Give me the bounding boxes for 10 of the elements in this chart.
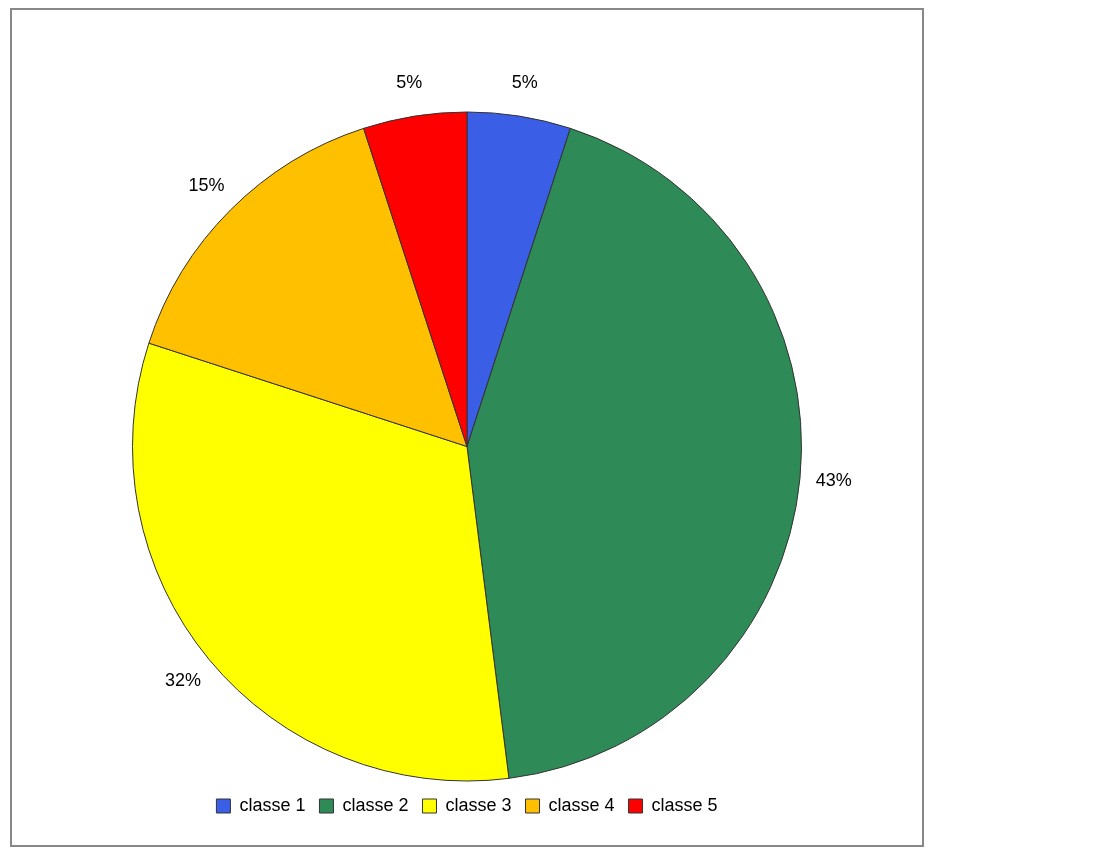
data-label: 15% — [188, 174, 225, 195]
data-label: 32% — [165, 670, 202, 691]
legend-label: classe 5 — [651, 794, 718, 815]
legend-label: classe 2 — [342, 794, 409, 815]
data-label: 5% — [396, 71, 423, 92]
legend-label: classe 3 — [445, 794, 512, 815]
legend-label: classe 4 — [548, 794, 615, 815]
data-label: 5% — [511, 71, 538, 92]
legend-label: classe 1 — [239, 794, 306, 815]
data-label: 43% — [815, 470, 852, 491]
